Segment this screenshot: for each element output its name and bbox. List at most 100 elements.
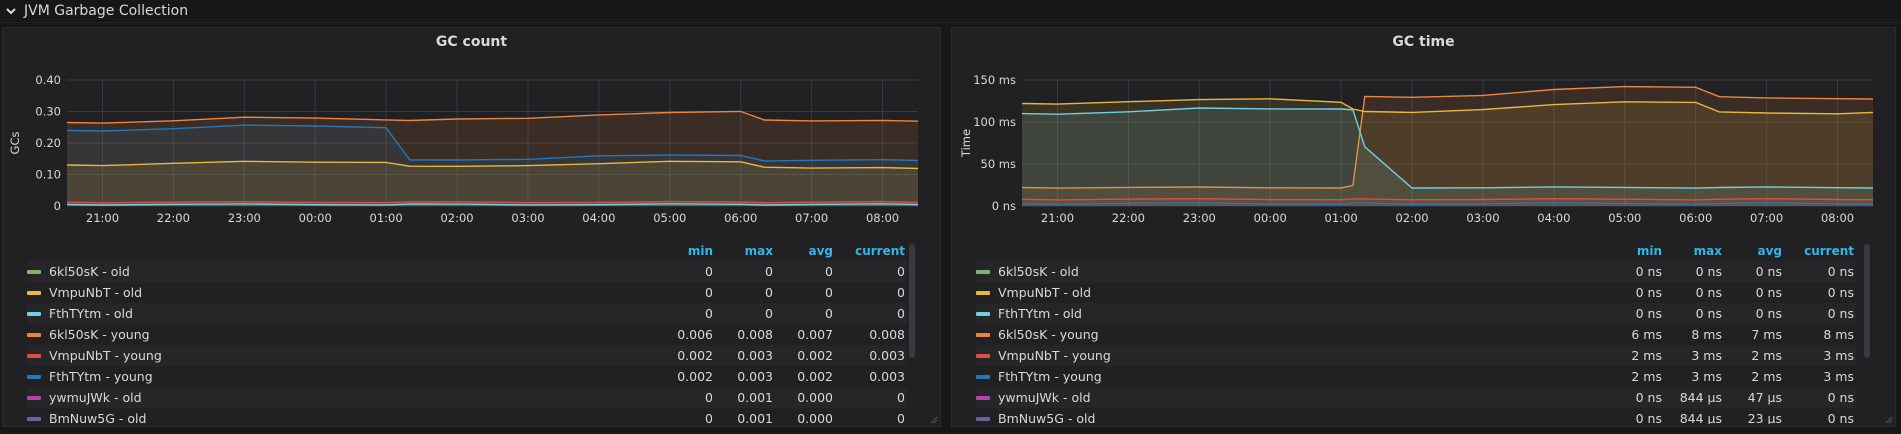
resize-handle-icon[interactable]: [1885, 416, 1893, 424]
y-tick-label: 100 ms: [973, 115, 1016, 129]
legend-header-max[interactable]: max: [744, 244, 773, 258]
series-color-swatch[interactable]: [27, 395, 41, 400]
legend-header-avg[interactable]: avg: [808, 244, 833, 258]
legend-header-current[interactable]: current: [855, 244, 905, 258]
legend-value-max: 0.008: [737, 327, 773, 342]
legend-series[interactable]: BmNuw5G - old: [27, 411, 653, 424]
series-line[interactable]: [66, 203, 919, 206]
panel-title[interactable]: GC time: [1392, 34, 1455, 50]
legend-row[interactable]: BmNuw5G - old 0 0.001 0.000 0: [27, 408, 907, 424]
legend-row[interactable]: FthTYtm - young 0.002 0.003 0.002 0.003: [27, 366, 907, 387]
legend-series[interactable]: BmNuw5G - old: [976, 411, 1602, 424]
legend-row[interactable]: FthTYtm - old 0 ns 0 ns 0 ns 0 ns: [976, 303, 1856, 324]
series-color-swatch[interactable]: [27, 353, 41, 358]
series-color-swatch[interactable]: [976, 395, 990, 400]
legend-header-current[interactable]: current: [1804, 244, 1854, 258]
legend-series[interactable]: VmpuNbT - young: [27, 348, 653, 363]
x-tick-label: 22:00: [1112, 211, 1145, 225]
legend-series[interactable]: FthTYtm - young: [27, 369, 653, 384]
series-color-swatch[interactable]: [976, 353, 990, 358]
resize-handle-icon[interactable]: [930, 416, 938, 424]
series-color-swatch[interactable]: [27, 332, 41, 337]
series-name: 6kl50sK - old: [49, 264, 130, 279]
series-color-swatch[interactable]: [27, 290, 41, 295]
series-color-swatch[interactable]: [976, 374, 990, 379]
legend-value-current: 3 ms: [1823, 369, 1854, 384]
series-line[interactable]: [66, 200, 919, 204]
legend-value-min: 0: [705, 264, 713, 279]
legend-series[interactable]: VmpuNbT - old: [976, 285, 1602, 300]
x-tick-label: 01:00: [1325, 211, 1358, 225]
legend-value-max: 0.003: [737, 348, 773, 363]
series-color-swatch[interactable]: [976, 311, 990, 316]
legend-series[interactable]: FthTYtm - young: [976, 369, 1602, 384]
series-line[interactable]: [66, 160, 919, 170]
legend-scrollbar[interactable]: [909, 244, 915, 358]
legend-series[interactable]: 6kl50sK - old: [976, 264, 1602, 279]
legend-value-min: 0: [705, 411, 713, 424]
gc-count-panel: GC count 0 0.10 0.20 0.30 0.40 21:00 22:00 23:0…: [2, 27, 941, 427]
series-line[interactable]: [66, 110, 919, 124]
y-tick-label: 0.20: [35, 136, 61, 150]
legend-row[interactable]: ywmuJWk - old 0 ns 844 µs 47 µs 0 ns: [976, 387, 1856, 408]
legend-row[interactable]: 6kl50sK - young 0.006 0.008 0.007 0.008: [27, 324, 907, 345]
legend-series[interactable]: 6kl50sK - young: [27, 327, 653, 342]
series-color-swatch[interactable]: [976, 416, 990, 421]
legend-value-current: 0: [897, 390, 905, 405]
legend-row[interactable]: VmpuNbT - young 2 ms 3 ms 2 ms 3 ms: [976, 345, 1856, 366]
legend-series[interactable]: FthTYtm - old: [27, 306, 653, 321]
series-color-swatch[interactable]: [27, 269, 41, 274]
legend-value-current: 0: [897, 285, 905, 300]
legend-row[interactable]: 6kl50sK - old 0 ns 0 ns 0 ns 0 ns: [976, 261, 1856, 282]
legend-series[interactable]: FthTYtm - old: [976, 306, 1602, 321]
legend-series[interactable]: 6kl50sK - old: [27, 264, 653, 279]
series-line[interactable]: [1021, 85, 1874, 189]
legend-row[interactable]: FthTYtm - old 0 0 0 0: [27, 303, 907, 324]
legend-value-min: 0.002: [677, 348, 713, 363]
legend-value-max: 3 ms: [1691, 369, 1722, 384]
legend-row[interactable]: VmpuNbT - young 0.002 0.003 0.002 0.003: [27, 345, 907, 366]
series-name: FthTYtm - old: [49, 306, 133, 321]
legend-header-min[interactable]: min: [687, 244, 713, 258]
legend-row[interactable]: VmpuNbT - old 0 0 0 0: [27, 282, 907, 303]
series-line[interactable]: [1021, 202, 1874, 205]
legend-series[interactable]: ywmuJWk - old: [976, 390, 1602, 405]
gc-time-chart[interactable]: 0 ns 50 ms 100 ms 150 ms 21:00 22:00 23:00 00:0…: [952, 58, 1897, 238]
series-line[interactable]: [1021, 107, 1874, 189]
legend-header-avg[interactable]: avg: [1757, 244, 1782, 258]
legend-series[interactable]: ywmuJWk - old: [27, 390, 653, 405]
legend-header-max[interactable]: max: [1693, 244, 1722, 258]
row-header[interactable]: JVM Garbage Collection: [0, 0, 1901, 23]
panel-title[interactable]: GC count: [435, 34, 508, 50]
series-line[interactable]: [1021, 197, 1874, 201]
series-line[interactable]: [66, 124, 919, 162]
series-name: ywmuJWk - old: [998, 390, 1091, 405]
legend-value-max: 0 ns: [1695, 285, 1722, 300]
legend-row[interactable]: 6kl50sK - old 0 0 0 0: [27, 261, 907, 282]
legend-scrollbar[interactable]: [1864, 244, 1870, 358]
series-name: VmpuNbT - old: [49, 285, 143, 300]
legend-value-current: 0 ns: [1827, 390, 1854, 405]
legend-value-avg: 0.000: [797, 390, 833, 405]
legend-series[interactable]: VmpuNbT - old: [27, 285, 653, 300]
legend-value-max: 0: [765, 264, 773, 279]
gc-count-chart[interactable]: 0 0.10 0.20 0.30 0.40 21:00 22:00 23:00 00:00 01:…: [3, 58, 942, 238]
series-color-swatch[interactable]: [27, 311, 41, 316]
legend-row[interactable]: VmpuNbT - old 0 ns 0 ns 0 ns 0 ns: [976, 282, 1856, 303]
legend-row[interactable]: 6kl50sK - young 6 ms 8 ms 7 ms 8 ms: [976, 324, 1856, 345]
series-color-swatch[interactable]: [976, 290, 990, 295]
series-color-swatch[interactable]: [976, 269, 990, 274]
series-color-swatch[interactable]: [976, 332, 990, 337]
legend-series[interactable]: 6kl50sK - young: [976, 327, 1602, 342]
legend-header-min[interactable]: min: [1636, 244, 1662, 258]
series-line[interactable]: [1021, 98, 1874, 115]
series-color-swatch[interactable]: [27, 416, 41, 421]
legend-row[interactable]: ywmuJWk - old 0 0.001 0.000 0: [27, 387, 907, 408]
legend-row[interactable]: FthTYtm - young 2 ms 3 ms 2 ms 3 ms: [976, 366, 1856, 387]
legend-value-current: 0 ns: [1827, 411, 1854, 424]
chevron-down-icon[interactable]: [6, 6, 16, 16]
series-color-swatch[interactable]: [27, 374, 41, 379]
legend-row[interactable]: BmNuw5G - old 0 ns 844 µs 23 µs 0 ns: [976, 408, 1856, 424]
legend-value-current: 0.003: [869, 348, 905, 363]
legend-series[interactable]: VmpuNbT - young: [976, 348, 1602, 363]
